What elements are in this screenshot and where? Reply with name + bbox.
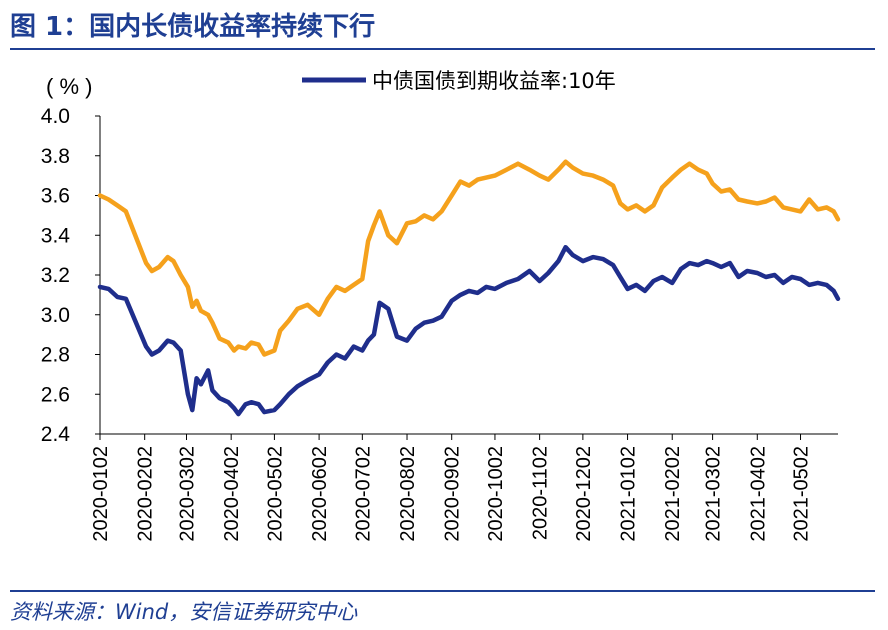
y-tick-label: 3.6 [41,185,70,208]
y-tick-label: 4.0 [41,105,70,128]
x-tick-label: 2020-1002 [485,446,507,542]
source-divider [10,590,875,592]
legend-label: 中债国债到期收益率:10年 [372,69,616,93]
legend: 中债国债到期收益率:10年 [302,69,616,93]
series-line-0 [97,244,841,417]
x-tick-label: 2021-0502 [791,446,813,542]
y-tick-label: 3.8 [41,145,70,168]
y-axis: 4.0 3.8 3.6 3.4 3.2 3.0 2.8 2.6 2.4 [41,105,101,446]
y-tick-label: 2.6 [41,383,70,406]
x-tick-label: 2020-0502 [264,446,286,542]
x-tick-label: 2020-0402 [221,446,243,542]
figure-title: 图 1：国内长债收益率持续下行 [10,12,376,42]
y-tick-label: 3.2 [41,264,70,287]
x-tick-label: 2020-0302 [176,446,198,542]
x-tick-label: 2020-0602 [309,446,331,542]
x-tick-label: 2020-0202 [135,446,157,542]
x-tick-label: 2020-0802 [397,446,419,542]
x-axis: 2020-0102 2020-0202 2020-0302 2020-0402 2020… [90,433,838,542]
source-note: 资料来源：Wind，安信证券研究中心 [10,600,358,624]
x-tick-label: 2020-1202 [573,446,595,542]
y-tick-label: 3.4 [41,224,71,247]
x-tick-label: 2020-1102 [530,446,552,540]
series-line-1 [97,159,841,357]
series-lines [97,159,841,417]
y-tick-label: 2.4 [41,423,71,446]
x-tick-label: 2020-0102 [90,446,112,542]
y-tick-label: 2.8 [41,344,70,367]
x-tick-label: 2021-0202 [662,446,684,542]
x-tick-label: 2021-0302 [703,446,725,542]
x-tick-label: 2021-0402 [747,446,769,542]
title-divider [10,48,875,50]
x-tick-label: 2020-0902 [442,446,464,542]
y-unit-label: ( % ) [46,74,92,99]
x-tick-label: 2021-0102 [618,446,640,542]
x-tick-label: 2020-0702 [352,446,374,542]
y-tick-label: 3.0 [41,304,70,327]
